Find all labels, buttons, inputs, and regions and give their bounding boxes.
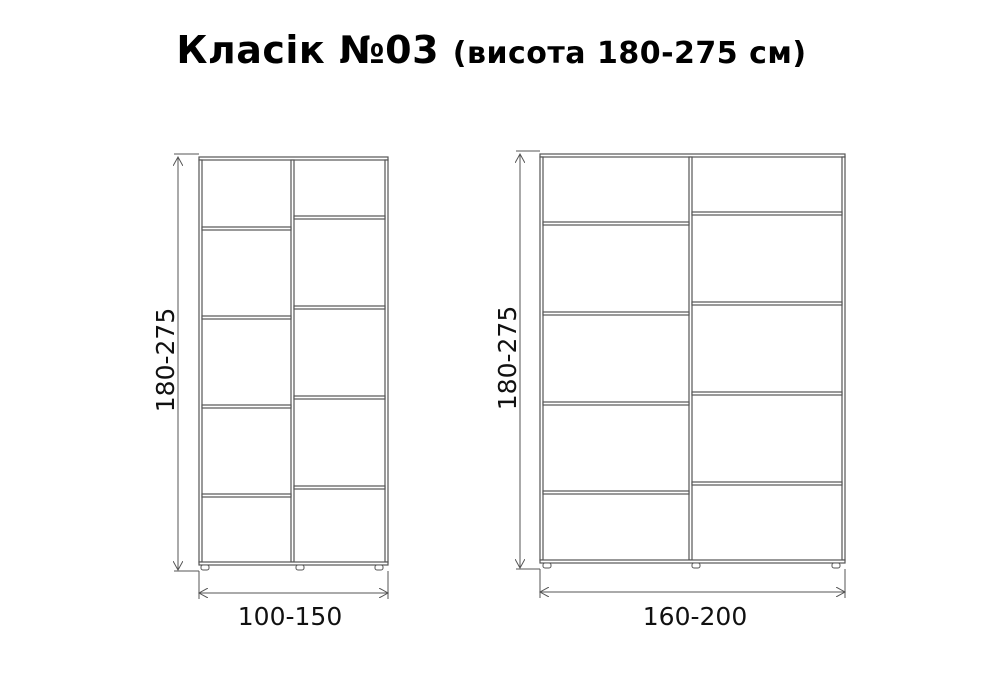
height-label-wide: 180-275 bbox=[493, 306, 522, 410]
foot bbox=[295, 564, 305, 571]
foot bbox=[200, 564, 210, 571]
side-panel-left bbox=[198, 159, 203, 563]
wardrobe-narrow bbox=[174, 153, 389, 599]
diagram-title: Класік №03 (висота 180-275 см) bbox=[0, 28, 983, 72]
bottom-panel bbox=[539, 559, 846, 564]
shelf bbox=[293, 215, 386, 220]
shelf bbox=[293, 305, 386, 310]
foot bbox=[542, 562, 552, 569]
foot bbox=[691, 562, 701, 569]
center-divider bbox=[290, 159, 295, 563]
shelf bbox=[201, 315, 292, 320]
shelf bbox=[542, 490, 690, 495]
bottom-panel bbox=[198, 561, 389, 566]
title-main: Класік №03 bbox=[176, 28, 440, 72]
foot bbox=[831, 562, 841, 569]
side-panel-right bbox=[841, 156, 846, 561]
shelf bbox=[542, 401, 690, 406]
center-divider bbox=[688, 156, 693, 561]
shelf bbox=[542, 221, 690, 226]
shelf bbox=[201, 404, 292, 409]
height-label-narrow: 180-275 bbox=[151, 308, 180, 412]
title-sub: (висота 180-275 см) bbox=[452, 36, 807, 71]
shelf bbox=[691, 481, 843, 486]
shelf bbox=[691, 391, 843, 396]
width-label-narrow: 100-150 bbox=[238, 602, 342, 631]
wardrobe-wide bbox=[516, 150, 846, 598]
shelf bbox=[201, 493, 292, 498]
width-label-wide: 160-200 bbox=[643, 602, 747, 631]
shelf bbox=[293, 395, 386, 400]
shelf bbox=[691, 301, 843, 306]
shelf bbox=[293, 485, 386, 490]
shelf bbox=[201, 226, 292, 231]
foot bbox=[374, 564, 384, 571]
shelf bbox=[542, 311, 690, 316]
side-panel-left bbox=[539, 156, 544, 561]
shelf bbox=[691, 211, 843, 216]
side-panel-right bbox=[384, 159, 389, 563]
